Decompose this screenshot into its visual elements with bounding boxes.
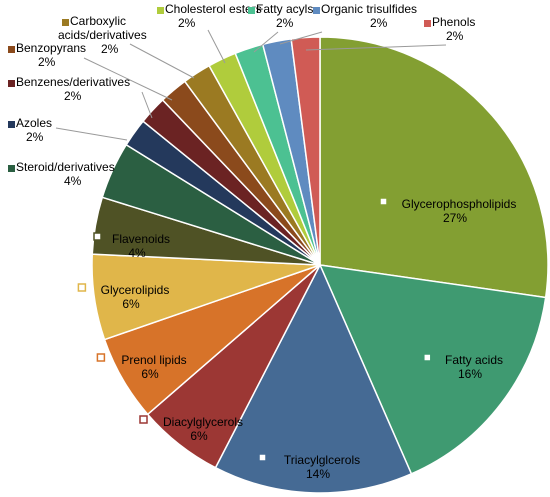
slice-percent: 16% xyxy=(458,367,482,381)
leader-line xyxy=(83,57,173,101)
label-marker xyxy=(313,7,320,14)
slice-name: acids/derivatives xyxy=(58,28,147,42)
slice-name: Fatty acids xyxy=(445,353,503,367)
pie-slices xyxy=(91,36,549,494)
leader-lines xyxy=(55,29,447,141)
slice-percent: 4% xyxy=(64,174,82,188)
slice-percent: 2% xyxy=(64,89,82,103)
slice-percent: 6% xyxy=(190,429,208,443)
slice-percent: 6% xyxy=(122,297,140,311)
slice-name: Azoles xyxy=(16,116,52,130)
slice-name: Benzopyrans xyxy=(16,41,86,55)
leader-line xyxy=(279,31,323,45)
pie-slice-triacylglcerols xyxy=(214,263,413,494)
slice-name: Organic trisulfides xyxy=(321,2,417,16)
slice-percent: 2% xyxy=(26,130,44,144)
leader-line xyxy=(129,43,195,79)
label-marker xyxy=(93,232,102,241)
slice-percent: 6% xyxy=(141,367,159,381)
label-marker xyxy=(423,353,432,362)
slice-name: Benzenes/derivatives xyxy=(16,75,130,89)
slice-name: Cholesterol esters xyxy=(165,2,262,16)
pie-slice-glycerophospholipids xyxy=(319,36,549,299)
slice-percent: 2% xyxy=(276,16,294,30)
label-marker xyxy=(62,19,69,26)
slice-name: Steroid/derivatives xyxy=(16,160,115,174)
slice-name: Glycerophospholipids xyxy=(402,197,517,211)
label-marker xyxy=(157,7,164,14)
slice-percent: 2% xyxy=(38,55,56,69)
slice-name: Phenols xyxy=(432,15,475,29)
slice-percent: 2% xyxy=(101,42,119,56)
slice-name: Triacylglcerols xyxy=(284,453,360,467)
leader-line xyxy=(55,127,128,141)
label-marker xyxy=(8,46,15,53)
slice-percent: 2% xyxy=(446,29,464,43)
slice-name: Carboxylic xyxy=(70,14,126,28)
slice-percent: 14% xyxy=(306,467,330,481)
slice-percent: 4% xyxy=(128,246,146,260)
label-marker xyxy=(248,7,255,14)
slice-name: Diacylglycerols xyxy=(163,415,243,429)
leader-line xyxy=(141,91,153,119)
label-marker xyxy=(424,20,431,27)
label-marker xyxy=(8,165,15,172)
label-marker xyxy=(8,121,15,128)
slice-name: Fatty acyls xyxy=(256,2,313,16)
label-marker xyxy=(8,80,15,87)
label-marker xyxy=(379,197,388,206)
pie-slice-fatty-acids xyxy=(318,264,547,475)
slice-name: Flavenoids xyxy=(112,232,170,246)
label-marker xyxy=(258,453,267,462)
leader-line xyxy=(253,31,279,53)
slice-percent: 27% xyxy=(443,211,467,225)
pie-slice-phenols xyxy=(290,36,321,266)
label-marker xyxy=(77,283,87,292)
label-marker xyxy=(96,353,106,362)
slice-name: Glycerolipids xyxy=(101,283,170,297)
slice-percent: 2% xyxy=(370,16,388,30)
leader-line xyxy=(305,44,447,51)
slice-percent: 2% xyxy=(178,16,196,30)
leader-line xyxy=(207,29,226,64)
label-marker xyxy=(139,415,148,424)
slice-name: Prenol lipids xyxy=(121,353,186,367)
